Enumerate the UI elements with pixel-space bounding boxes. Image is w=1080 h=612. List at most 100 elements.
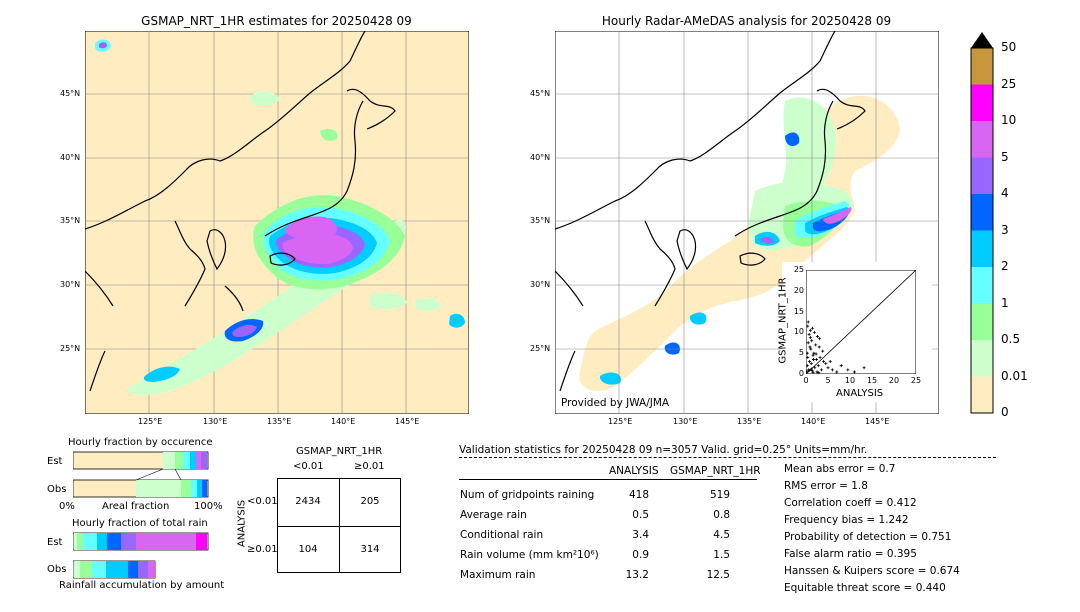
scatter-point bbox=[821, 349, 825, 353]
stat-row-gsmap: 4.5 bbox=[713, 529, 730, 541]
colorbar-band bbox=[971, 157, 993, 194]
right-lat-35: 35°N bbox=[530, 216, 551, 225]
stat-row-analysis: 418 bbox=[628, 489, 649, 501]
scatter-point bbox=[817, 345, 821, 349]
scatter-point bbox=[812, 351, 816, 355]
stat-row-gsmap: 12.5 bbox=[706, 569, 730, 581]
scatter-point bbox=[846, 368, 850, 372]
scatter-xtick-label: 10 bbox=[844, 376, 856, 385]
contingency-grid bbox=[277, 478, 401, 573]
left-lon-135: 135°E bbox=[267, 417, 292, 426]
scatter-point bbox=[811, 326, 815, 330]
scatter-xtick-label: 5 bbox=[825, 376, 831, 385]
scatter-xtick-label: 15 bbox=[866, 376, 878, 385]
scatter-xtick-label: 0 bbox=[803, 376, 809, 385]
total-title: Hourly fraction of total rain bbox=[72, 518, 208, 529]
scatter-point bbox=[812, 330, 816, 334]
colorbar-label: 1 bbox=[1001, 295, 1009, 310]
scatter-point bbox=[810, 339, 814, 343]
right-lon-145: 145°E bbox=[865, 417, 890, 426]
right-map-grid bbox=[555, 31, 939, 414]
col-gsmap: GSMAP_NRT_1HR bbox=[670, 465, 761, 477]
scatter-point bbox=[806, 370, 809, 374]
scatter-point bbox=[816, 364, 820, 368]
scatter-ytick-label: 10 bbox=[793, 327, 804, 337]
scatter-point bbox=[830, 368, 834, 372]
score-rms-error: RMS error = 1.8 bbox=[784, 480, 868, 492]
map-credit: Provided by JWA/JMA bbox=[561, 397, 670, 409]
colorbar-label: 3 bbox=[1001, 222, 1009, 237]
left-rain-field bbox=[95, 39, 465, 396]
total-bars bbox=[73, 532, 209, 579]
scatter-point bbox=[815, 335, 819, 339]
occ-est-label: Est bbox=[47, 456, 63, 467]
scatter-point bbox=[814, 343, 818, 347]
cont-c: 104 bbox=[298, 544, 318, 555]
colorbar-extend-arrow bbox=[971, 32, 993, 48]
stat-row-analysis: 13.2 bbox=[625, 569, 649, 581]
scatter-yticks: 0 5 10 15 20 25 bbox=[786, 262, 804, 382]
stat-row-analysis: 3.4 bbox=[632, 529, 649, 541]
scatter-point bbox=[852, 370, 856, 374]
occ-title: Hourly fraction by occurence bbox=[68, 437, 213, 448]
cont-row-ge: ≥0.01 bbox=[247, 544, 278, 555]
score-far: False alarm ratio = 0.395 bbox=[784, 548, 917, 560]
colorbar-band bbox=[971, 48, 993, 85]
scatter-point bbox=[808, 345, 812, 349]
scatter-point bbox=[818, 355, 822, 359]
stat-row-analysis: 0.9 bbox=[632, 549, 649, 561]
left-lat-25: 25°N bbox=[60, 344, 81, 353]
scatter-point bbox=[839, 364, 843, 368]
scatter-point bbox=[811, 370, 815, 374]
colorbar-band bbox=[971, 340, 993, 377]
scatter-point bbox=[806, 324, 810, 328]
scatter-point bbox=[808, 335, 812, 339]
colorbar-band bbox=[971, 267, 993, 304]
scatter-point bbox=[862, 366, 866, 370]
colorbar-label: 4 bbox=[1001, 186, 1009, 200]
scatter-point bbox=[806, 355, 810, 359]
left-lon-145: 145°E bbox=[395, 417, 420, 426]
scatter-point bbox=[806, 320, 810, 324]
scatter-xtick-label: 20 bbox=[888, 376, 900, 385]
stat-row-analysis: 0.5 bbox=[632, 509, 649, 521]
right-lat-45: 45°N bbox=[530, 89, 551, 98]
cont-row-lt: <0.01 bbox=[247, 496, 278, 507]
scatter-point bbox=[815, 357, 819, 361]
scatter-point bbox=[835, 370, 839, 374]
scatter-xtick-label: 25 bbox=[910, 376, 922, 385]
scatter-point bbox=[809, 362, 813, 366]
cont-col-ge: ≥0.01 bbox=[354, 461, 385, 472]
validation-dashed-line bbox=[459, 457, 996, 458]
scatter-point bbox=[809, 347, 813, 351]
scatter-ytick-label: 25 bbox=[793, 265, 804, 274]
stats-underline bbox=[459, 479, 757, 480]
col-analysis: ANALYSIS bbox=[609, 465, 659, 477]
scatter-point bbox=[806, 351, 809, 355]
occ-bars bbox=[73, 451, 209, 498]
scatter-point bbox=[806, 341, 810, 345]
cont-col-lt: <0.01 bbox=[293, 461, 324, 472]
scatter-point bbox=[813, 366, 817, 370]
score-hk: Hanssen & Kuipers score = 0.674 bbox=[784, 565, 960, 577]
right-lon-140: 140°E bbox=[801, 417, 826, 426]
occ-obs-label: Obs bbox=[47, 484, 67, 495]
scatter-point bbox=[806, 364, 809, 368]
total-footer: Rainfall accumulation by amount bbox=[59, 580, 225, 591]
occ-xmin: 0% bbox=[59, 501, 75, 512]
total-est-label: Est bbox=[47, 537, 63, 548]
stat-row-label: Average rain bbox=[460, 509, 527, 521]
left-lon-140: 140°E bbox=[331, 417, 356, 426]
score-mean-abs-error: Mean abs error = 0.7 bbox=[784, 463, 896, 475]
cont-d: 314 bbox=[360, 544, 380, 555]
scatter-point bbox=[809, 367, 813, 371]
scatter-point bbox=[819, 368, 823, 372]
left-lat-40: 40°N bbox=[60, 153, 81, 162]
scatter-point bbox=[824, 362, 828, 366]
cont-title: GSMAP_NRT_1HR bbox=[296, 446, 383, 457]
scatter-ytick-label: 0 bbox=[798, 369, 804, 378]
scatter-point bbox=[811, 353, 815, 357]
right-lat-40: 40°N bbox=[530, 153, 551, 162]
cont-a: 2434 bbox=[295, 496, 321, 507]
right-lon-125: 125°E bbox=[608, 417, 633, 426]
